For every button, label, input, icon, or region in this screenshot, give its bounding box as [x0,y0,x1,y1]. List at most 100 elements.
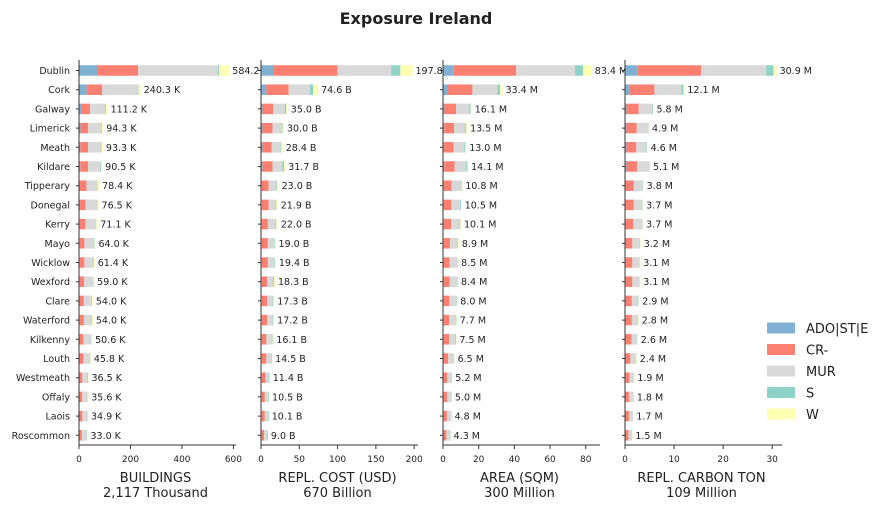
x-tick-label: 600 [225,455,242,465]
x-axis-total: 300 Million [484,486,555,501]
bar-segment [282,122,284,134]
x-tick-label: 150 [367,455,384,465]
bar-segment [449,257,458,268]
category-label: Mayo [45,239,71,250]
bar-segment [654,84,682,95]
bar-segment [94,238,96,249]
bar-value-label: 10.8 M [465,181,497,192]
bar-segment [630,353,636,364]
x-tick-label: 10 [668,455,680,465]
bar-segment [625,103,627,115]
bar-segment [443,295,450,307]
category-label: Laois [45,412,70,423]
bar-segment [472,84,498,95]
bar-segment [97,199,99,211]
bar-segment [85,199,98,211]
bar-segment [443,199,452,211]
x-tick-label: 20 [473,455,485,465]
bar-value-label: 76.5 K [102,200,133,211]
bar-segment [81,103,91,115]
bar-segment [701,65,767,76]
bar-value-label: 21.9 B [281,200,312,211]
bar-segment [683,84,685,95]
bar-segment [84,257,94,268]
bar-segment [84,238,95,249]
bar-segment [101,142,103,153]
bar-segment [277,180,279,191]
bar-segment [449,334,456,345]
bar-value-label: 35.6 K [91,392,122,403]
bar-segment [443,410,447,422]
bar-segment [80,180,87,191]
bar-value-label: 6.5 M [458,354,484,365]
x-tick-label: 200 [406,455,423,465]
bar-value-label: 5.2 M [455,373,481,384]
bar-segment [90,334,92,345]
bar-segment [456,276,458,287]
bar-segment [625,430,629,441]
bar-segment [261,180,269,191]
bar-segment [86,84,103,95]
bar-segment [272,334,274,345]
bar-segment [79,199,81,211]
bar-segment [625,410,629,422]
bar-segment [443,122,445,134]
bar-value-label: 7.5 M [459,335,485,346]
bar-segment [460,180,462,191]
bar-segment [106,103,108,115]
bar-segment [281,122,283,134]
bar-segment [88,142,101,153]
bar-segment [443,238,450,249]
bar-segment [632,257,640,268]
legend-swatch [767,322,795,334]
bar-value-label: 584.2 K [232,66,269,77]
category-label: Louth [43,354,70,365]
bar-segment [446,410,452,422]
bar-value-label: 35.0 B [291,104,322,115]
bar-segment [443,334,450,345]
bar-segment [138,84,139,95]
bar-segment [270,353,272,364]
bar-segment [80,199,86,211]
bar-value-label: 111.2 K [111,104,148,115]
bar-segment [444,142,454,153]
bar-value-label: 13.5 M [470,124,502,135]
bar-segment [261,238,268,249]
bar-segment [459,218,461,230]
bar-value-label: 3.1 M [643,258,669,269]
bar-segment [632,238,640,249]
bar-segment [460,218,462,230]
bar-segment [628,410,633,422]
bar-segment [443,430,447,441]
bar-segment [267,257,275,268]
bar-value-label: 10.1 M [464,220,496,231]
bar-value-label: 93.3 K [106,143,137,154]
bar-segment [464,142,466,153]
bar-segment [626,103,639,115]
bar-segment [458,238,459,249]
bar-value-label: 71.1 K [100,220,131,231]
bar-value-label: 8.9 M [462,239,488,250]
bar-segment [633,199,643,211]
bar-segment [631,295,639,307]
bar-segment [82,410,88,422]
bar-segment [261,122,263,134]
x-axis-label: BUILDINGS [120,471,191,486]
bar-segment [79,372,83,383]
bar-segment [97,180,100,191]
bar-segment [276,180,278,191]
bar-value-label: 3.7 M [646,220,672,231]
bar-segment [261,65,275,76]
bar-segment [93,276,95,287]
bar-segment [443,314,450,326]
x-tick-label: 40 [509,455,521,465]
bar-segment [313,84,319,95]
bar-segment [625,161,627,172]
bar-value-label: 11.4 B [273,373,304,384]
bar-value-label: 16.1 B [276,335,307,346]
category-label: Kerry [45,220,70,231]
bar-segment [447,84,473,95]
bar-segment [632,276,640,287]
bar-segment [461,199,462,211]
bar-segment [447,372,452,383]
